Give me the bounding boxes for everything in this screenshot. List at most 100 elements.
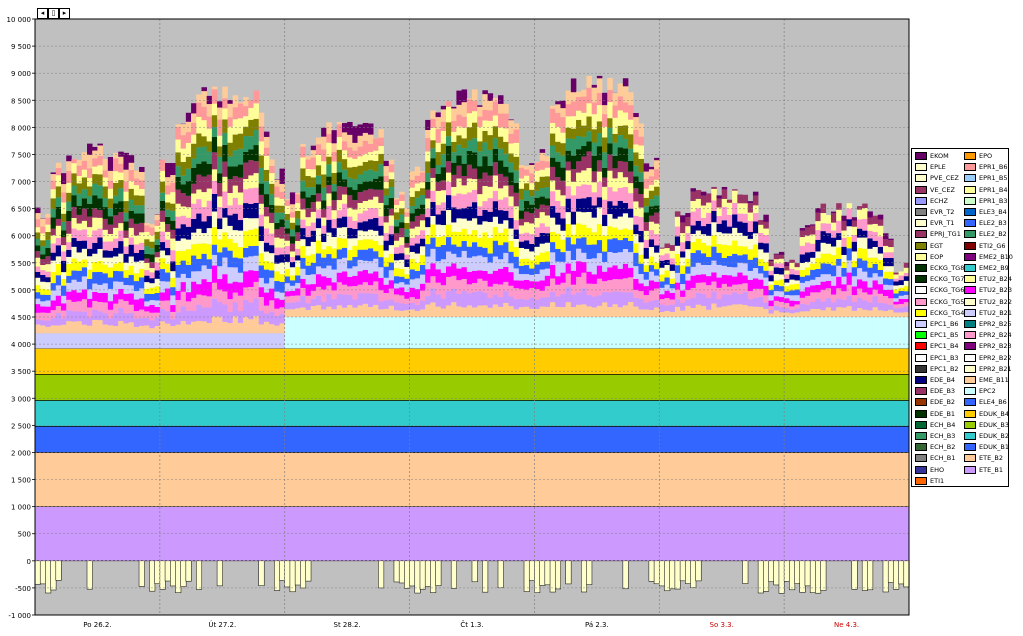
area-segment: [539, 169, 546, 177]
area-segment: [71, 321, 77, 334]
area-segment: [435, 117, 442, 130]
area-segment: [232, 95, 239, 108]
area-segment: [165, 333, 171, 349]
area-segment: [253, 202, 260, 219]
area-segment: [565, 138, 572, 151]
area-segment: [133, 170, 140, 179]
area-segment: [461, 279, 468, 292]
area-segment: [607, 201, 613, 215]
area-segment: [721, 317, 728, 349]
pumping-segment: [659, 560, 666, 587]
area-segment: [503, 317, 509, 349]
area-segment: [430, 118, 436, 128]
legend-entry: EPR2_B25: [964, 319, 1012, 330]
area-segment: [165, 202, 171, 210]
area-segment: [898, 312, 905, 317]
area-segment: [643, 171, 650, 179]
area-segment: [622, 187, 629, 203]
area-segment: [654, 269, 660, 276]
area-segment: [508, 196, 514, 207]
y-tick-label: 6 000: [11, 233, 31, 241]
area-segment: [362, 201, 369, 211]
area-segment: [113, 333, 119, 349]
area-segment: [466, 234, 473, 247]
area-segment: [654, 186, 660, 196]
area-segment: [295, 248, 301, 256]
area-segment: [378, 235, 384, 246]
area-segment: [357, 305, 364, 317]
area-segment: [758, 249, 764, 260]
area-segment: [201, 161, 207, 177]
area-segment: [393, 276, 400, 284]
pumping-segment: [804, 560, 811, 587]
area-segment: [633, 129, 639, 145]
area-segment: [87, 333, 93, 349]
area-segment: [654, 223, 660, 235]
area-segment: [206, 322, 213, 334]
area-segment: [253, 118, 260, 130]
area-segment: [550, 133, 556, 146]
pumping-segment: [300, 560, 307, 589]
area-segment: [289, 251, 296, 257]
area-segment: [882, 295, 889, 304]
area-segment: [846, 248, 853, 261]
area-segment: [321, 249, 327, 258]
area-segment: [602, 261, 608, 272]
area-segment: [55, 197, 62, 207]
area-segment: [555, 101, 561, 105]
area-segment: [373, 217, 379, 231]
area-segment: [425, 282, 431, 297]
legend-swatch: [915, 230, 927, 239]
area-segment: [341, 216, 348, 228]
area-segment: [836, 307, 842, 317]
area-segment: [778, 263, 785, 269]
area-segment: [503, 302, 509, 317]
area-segment: [149, 278, 155, 284]
area-segment: [659, 281, 665, 288]
area-segment: [461, 138, 468, 148]
area-segment: [383, 250, 390, 258]
area-segment: [367, 306, 374, 317]
area-segment: [851, 217, 858, 221]
area-segment: [810, 285, 816, 293]
area-segment: [716, 216, 723, 224]
area-segment: [159, 292, 166, 301]
area-segment: [711, 246, 717, 261]
scroll-left-icon[interactable]: ◂: [37, 8, 48, 19]
area-segment: [404, 284, 410, 293]
area-segment: [347, 268, 353, 277]
area-segment: [487, 317, 494, 349]
area-segment: [518, 233, 525, 242]
area-segment: [191, 244, 197, 256]
area-segment: [341, 294, 348, 308]
zoom-icon[interactable]: ▯: [48, 8, 59, 19]
area-segment: [544, 176, 551, 188]
area-segment: [274, 271, 280, 282]
area-segment: [508, 119, 514, 121]
area-segment: [165, 300, 171, 312]
area-segment: [393, 260, 400, 269]
legend-entry: EDE_B3: [915, 386, 955, 397]
legend-label: EGT: [930, 241, 943, 250]
area-segment: [35, 304, 41, 313]
area-segment: [373, 160, 379, 172]
area-segment: [315, 184, 322, 194]
scroll-right-icon[interactable]: ▸: [59, 8, 70, 19]
area-segment: [581, 212, 587, 225]
area-segment: [596, 133, 603, 147]
area-segment: [841, 230, 847, 238]
area-segment: [711, 272, 717, 282]
area-segment: [654, 317, 660, 349]
area-segment: [388, 288, 395, 300]
area-segment: [430, 302, 436, 317]
area-segment: [81, 267, 88, 277]
area-segment: [752, 233, 759, 245]
area-segment: [721, 257, 728, 266]
area-segment: [726, 275, 733, 287]
area-segment: [903, 286, 910, 292]
area-segment: [284, 233, 291, 241]
area-segment: [118, 223, 124, 231]
area-segment: [544, 286, 551, 298]
area-segment: [830, 246, 837, 256]
